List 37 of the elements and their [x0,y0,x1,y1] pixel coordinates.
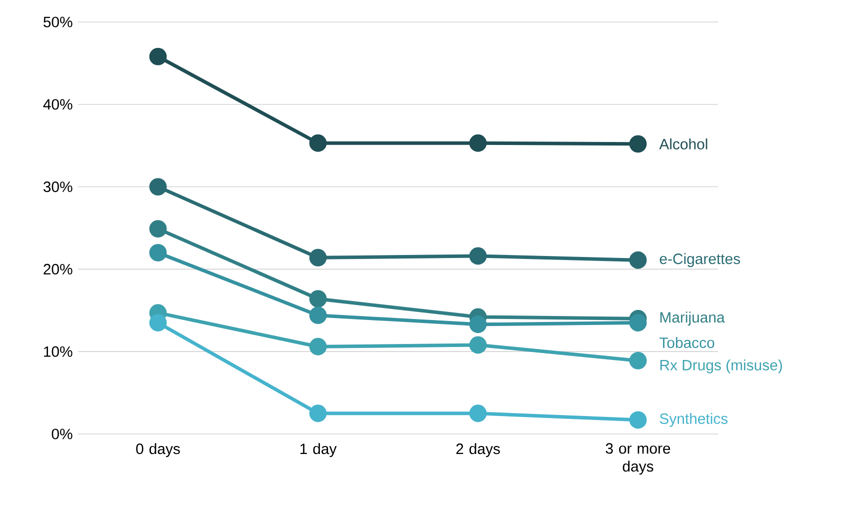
series-label: Synthetics [660,413,728,427]
point [629,352,647,370]
point [469,316,487,334]
point [309,290,327,308]
point [469,247,487,265]
x-tick-label: 0 days [136,443,180,458]
point [629,411,647,429]
series-label: Marijuana [660,312,725,326]
point [469,336,487,354]
y-tick-label: 30% [43,181,72,192]
point [469,134,487,152]
series-label: e-Cigarettes [660,253,740,268]
y-tick-label: 50% [44,16,72,28]
point [309,248,327,266]
point [309,338,327,356]
point [149,178,167,196]
y-tick-label: 10% [44,346,72,357]
point [309,306,327,324]
y-tick-label: 40% [43,99,72,110]
y-tick-label: 0% [52,428,72,440]
point [149,244,167,262]
y-tick-label: 20% [44,264,72,274]
point [309,134,327,152]
point [149,314,167,332]
series-label: Alcohol [659,138,708,150]
x-tick-label: 2 days [456,443,500,458]
x-tick-label: 3 or more days [606,443,670,475]
series-label: Tobacco [660,337,714,348]
series-label: Rx Drugs (misuse) [660,359,782,374]
point [629,135,647,153]
point [149,220,167,238]
point [629,251,647,269]
point [309,404,327,422]
point [469,404,487,422]
x-tick-label: 1 day [300,443,337,458]
point [149,48,167,66]
point [629,314,647,332]
